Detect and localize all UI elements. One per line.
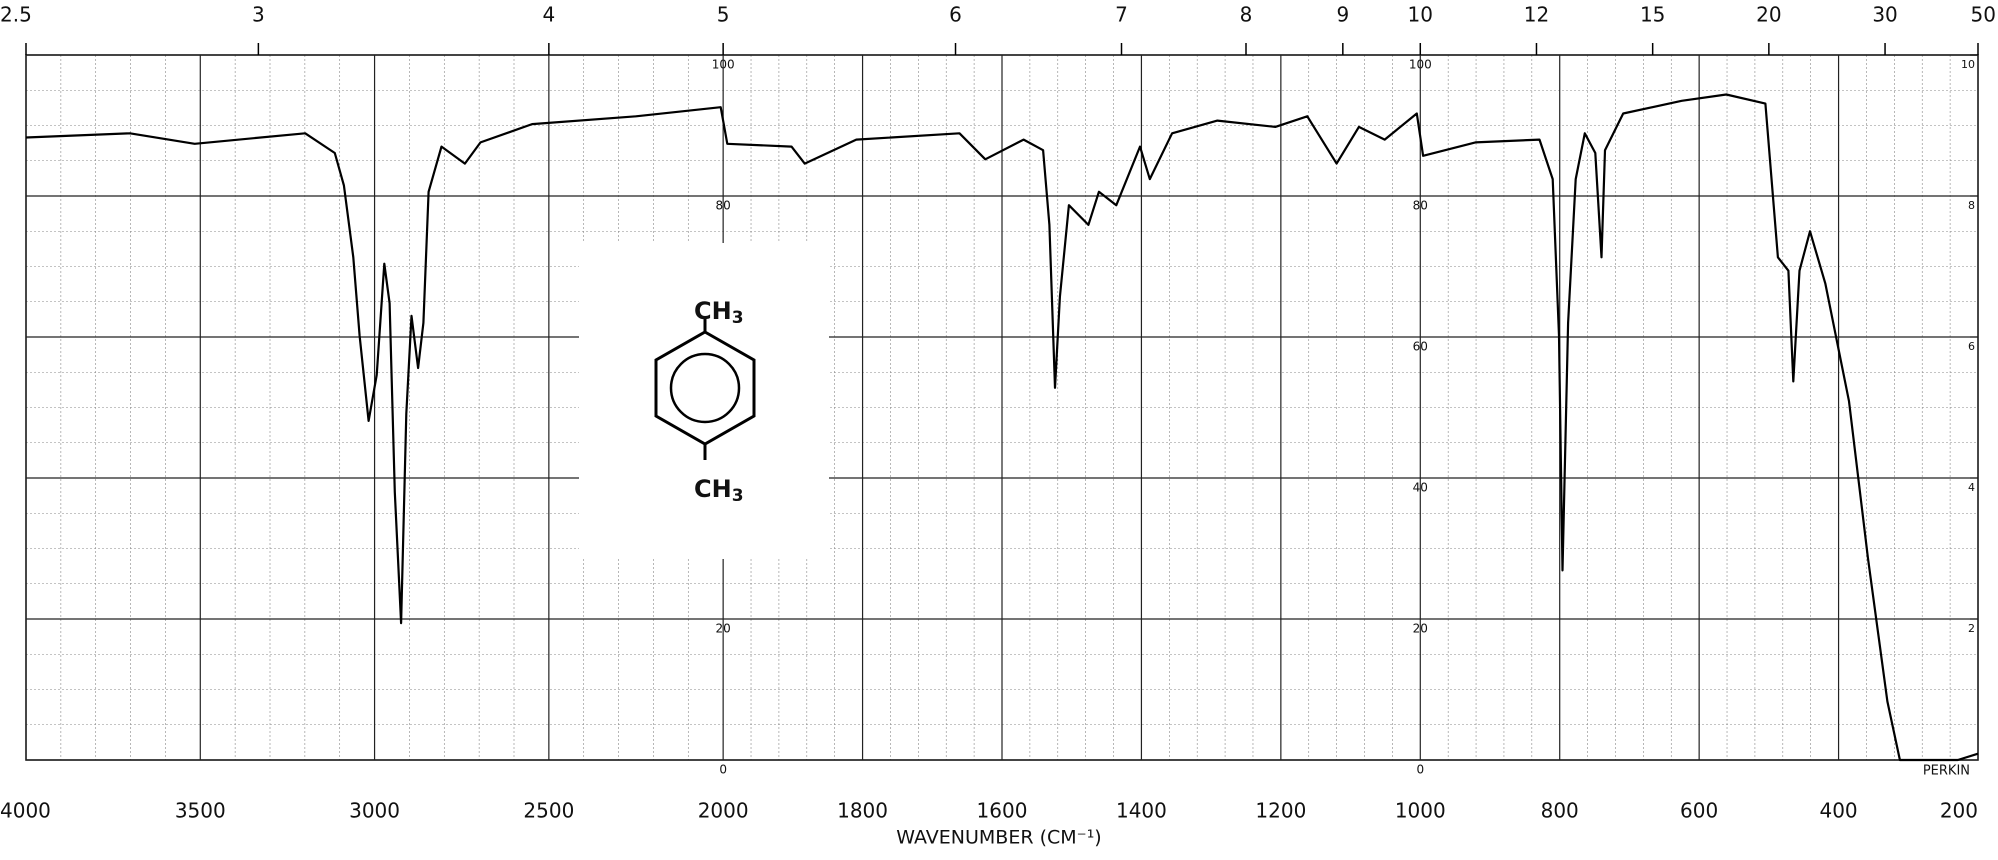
inset-box [579,243,829,559]
y2-tick-label: 2 [1968,622,1975,635]
group-text: CH [694,475,732,503]
top-tick-label: 9 [1336,3,1349,27]
x-tick-label: 4000 [0,799,51,823]
top-tick-label: 3 [252,3,265,27]
top-tick-label: 30 [1872,3,1897,27]
top-tick-label: 10 [1408,3,1433,27]
y2-tick-label: 6 [1968,340,1975,353]
grid: 0020204040606080801001002468104000350030… [0,3,1996,823]
top-tick-label: 8 [1240,3,1253,27]
spectrum-line [25,93,1979,762]
x-tick-label: 3500 [175,799,226,823]
top-tick-label: 6 [949,3,962,27]
x-tick-label: 1400 [1116,799,1167,823]
top-tick-label: 7 [1115,3,1128,27]
marks [25,93,1979,762]
group-text: CH [694,297,732,325]
top-tick-label: 50 [1971,3,1996,27]
y2-tick-label: 10 [1961,58,1975,71]
top-tick-label: 2.5 [0,3,32,27]
top-tick-label: 15 [1640,3,1665,27]
group-subscript: 3 [732,308,744,328]
methyl-label: CH3 [694,297,744,328]
y2-tick-label: 8 [1968,199,1975,212]
x-tick-label: 1600 [977,799,1028,823]
x-tick-label: 600 [1680,799,1718,823]
top-tick-label: 4 [542,3,555,27]
x-axis-title: WAVENUMBER (CM⁻¹) [896,827,1101,849]
top-tick-label: 12 [1524,3,1549,27]
x-tick-label: 1800 [837,799,888,823]
aromatic-circle [669,352,741,424]
x-tick-label: 1200 [1255,799,1306,823]
top-tick-label: 5 [717,3,730,27]
y-tick-label: 0 [1416,763,1424,777]
x-tick-label: 400 [1819,799,1857,823]
x-tick-label: 2000 [698,799,749,823]
structure-inset: CH3 CH3 [579,243,829,559]
x-tick-label: 800 [1541,799,1579,823]
group-subscript: 3 [732,486,744,506]
x-tick-label: 2500 [523,799,574,823]
methyl-label: CH3 [694,475,744,506]
x-tick-label: 3000 [349,799,400,823]
top-tick-label: 20 [1756,3,1781,27]
y2-tick-label: 4 [1968,481,1975,494]
x-tick-label: 200 [1940,799,1978,823]
y-tick-label: 0 [719,763,727,777]
x-tick-label: 1000 [1395,799,1446,823]
brand-label: PERKIN [1923,764,1970,779]
